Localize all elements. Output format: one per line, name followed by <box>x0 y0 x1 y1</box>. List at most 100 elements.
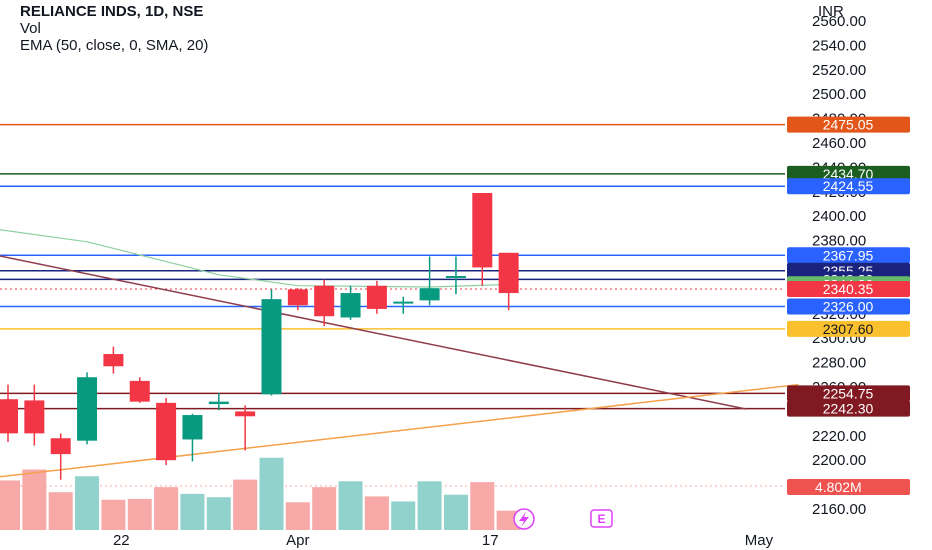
price-badge: 2434.70 <box>787 165 910 182</box>
price-tick-label: 2380.00 <box>812 233 866 250</box>
price-tick-label: 2280.00 <box>812 355 866 372</box>
ema-indicator-label[interactable]: EMA (50, close, 0, SMA, 20) <box>20 37 209 54</box>
candle-body <box>182 415 203 440</box>
price-badge-bg <box>787 385 910 402</box>
price-badge-bg <box>787 320 910 337</box>
dividend-marker[interactable] <box>513 508 535 530</box>
price-badge-label: 2340.35 <box>823 281 874 297</box>
time-tick-label: May <box>745 532 774 549</box>
time-tick-label: 17 <box>482 532 499 549</box>
price-badges: 2475.052434.702424.552367.952355.252348.… <box>787 117 910 495</box>
earnings-marker[interactable]: E <box>590 509 613 528</box>
time-axis[interactable]: 22 Apr 17 May <box>113 532 774 549</box>
trendline-descending <box>0 255 746 410</box>
candle <box>235 405 256 451</box>
candle <box>103 346 124 374</box>
price-badge: 2424.55 <box>787 178 910 195</box>
lightning-icon <box>519 512 529 527</box>
earnings-badge <box>590 509 613 528</box>
price-badge-bg <box>787 165 910 182</box>
trendlines <box>0 255 799 478</box>
price-tick-label: 2500.00 <box>812 86 866 103</box>
price-badge-bg <box>787 298 910 315</box>
price-tick-label: 2200.00 <box>812 452 866 469</box>
volume-bar <box>101 499 126 530</box>
price-badge: 2367.95 <box>787 247 910 264</box>
candle <box>129 377 150 403</box>
volume-bar <box>75 476 100 530</box>
candle-body <box>472 193 493 268</box>
candle <box>419 256 440 306</box>
price-badge: 2242.30 <box>787 400 910 417</box>
ema-line <box>0 229 509 288</box>
price-badge: 2475.05 <box>787 117 910 133</box>
volume-badge: 4.802M <box>787 479 910 495</box>
candle-body <box>393 301 414 304</box>
candle <box>393 296 414 314</box>
price-badge-bg <box>787 400 910 417</box>
candle-body <box>498 252 519 294</box>
candle <box>498 252 519 311</box>
candle <box>287 288 308 311</box>
horizontal-levels <box>0 123 785 487</box>
candle <box>77 372 98 445</box>
candle <box>340 285 361 320</box>
candle-body <box>0 399 18 434</box>
price-badge-label: 2254.75 <box>823 385 874 401</box>
price-tick-label: 2160.00 <box>812 501 866 518</box>
candle <box>472 193 493 286</box>
candle-body <box>235 411 256 417</box>
candle <box>50 433 71 480</box>
price-badge-label: 2475.05 <box>823 117 874 133</box>
candle <box>366 280 387 314</box>
volume-bar <box>285 502 310 530</box>
candle <box>208 393 229 411</box>
price-badge-label: 2424.55 <box>823 178 874 194</box>
price-tick-label: 2520.00 <box>812 62 866 79</box>
candle-body <box>445 275 466 278</box>
price-tick-label: 2400.00 <box>812 208 866 225</box>
price-tick-label: 2460.00 <box>812 135 866 152</box>
candle <box>261 289 282 396</box>
price-badge: 2307.60 <box>787 320 910 337</box>
candle-body <box>208 401 229 405</box>
candle <box>156 397 177 466</box>
symbol-title[interactable]: RELIANCE INDS, 1D, NSE <box>20 3 204 20</box>
candle-body <box>103 354 124 367</box>
volume-bar <box>338 481 363 530</box>
volume-bar <box>470 482 495 530</box>
candle-body <box>24 400 45 434</box>
price-badge-bg <box>787 178 910 195</box>
candle-body <box>314 285 335 317</box>
price-badge-label: 2434.70 <box>823 166 874 182</box>
volume-bar <box>364 496 389 530</box>
candle-body <box>419 288 440 301</box>
price-tick-label: 2220.00 <box>812 428 866 445</box>
chart-legend: RELIANCE INDS, 1D, NSE Vol EMA (50, clos… <box>20 3 208 54</box>
price-badge-label: 2367.95 <box>823 247 874 263</box>
trendline-ascending <box>0 383 799 478</box>
price-badge-bg <box>787 116 910 133</box>
volume-bar <box>180 493 205 530</box>
price-badge: 2340.35 <box>787 280 910 297</box>
volume-bar <box>312 487 337 530</box>
price-badge-bg <box>787 280 910 297</box>
volume-badge-bg <box>787 479 910 495</box>
price-badge: 2254.75 <box>787 385 910 402</box>
price-badge: 2326.00 <box>787 298 910 315</box>
candle-body <box>340 293 361 318</box>
candlesticks <box>0 193 519 480</box>
volume-bar <box>154 487 179 530</box>
candle-body <box>261 299 282 395</box>
volume-bar <box>0 480 20 530</box>
volume-bar <box>206 497 231 530</box>
candle-body <box>287 289 308 306</box>
volume-bar <box>127 498 152 530</box>
event-markers[interactable]: E <box>513 508 613 530</box>
volume-indicator-label[interactable]: Vol <box>20 20 41 37</box>
volume-bar <box>259 457 284 530</box>
candle-body <box>156 402 177 461</box>
currency-label: INR <box>818 3 844 20</box>
